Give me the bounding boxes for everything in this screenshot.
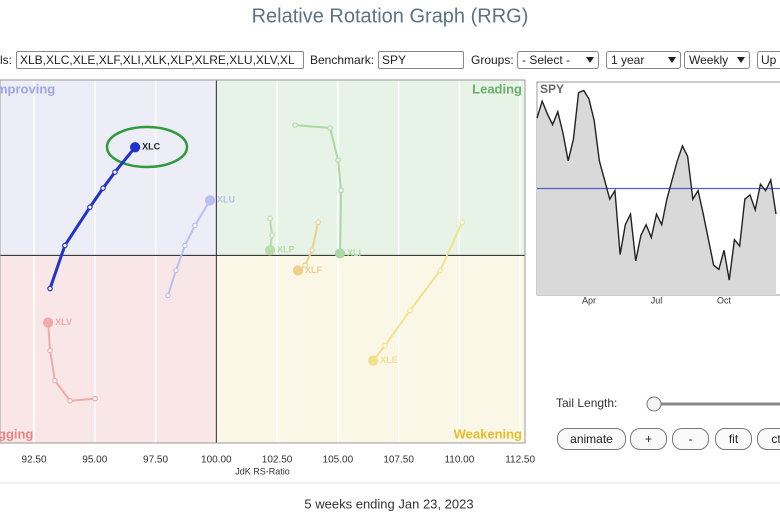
groups-select[interactable]: - Select - (517, 51, 599, 69)
footer: 5 weeks ending Jan 23, 2023 (304, 496, 473, 511)
quadrant-leading (216, 80, 525, 256)
tail-point (269, 232, 275, 239)
x-tick-label: Jul (651, 295, 663, 305)
tail-point (67, 398, 73, 404)
tail-point (338, 187, 344, 194)
series-label: XLI (347, 248, 361, 258)
tail-point (367, 355, 379, 366)
tail-line (48, 146, 137, 290)
series-label: XLU (217, 195, 235, 205)
tail-point (192, 222, 198, 229)
tail-point (182, 242, 188, 249)
x-tick-label: 112.50 (505, 455, 535, 466)
x-tick-label: 95.00 (82, 455, 107, 466)
quadrant-label: gging (0, 426, 33, 441)
benchmark-input[interactable]: SPY (378, 51, 464, 69)
series-label: XLC (142, 142, 161, 152)
tail-point (292, 265, 304, 276)
update-button[interactable]: Up (757, 51, 780, 69)
tail-point (100, 185, 106, 191)
control-button[interactable]: ctr (757, 428, 780, 450)
tail-point (43, 317, 54, 328)
plot-frame (0, 79, 526, 444)
x-axis-label: JdK RS-Ratio (235, 466, 290, 476)
chart-title: SPY (540, 82, 564, 96)
groups-label: Groups: (471, 53, 514, 67)
tail-point (204, 195, 216, 206)
tail-point (47, 285, 53, 292)
x-tick-label: 92.50 (22, 455, 47, 466)
x-tick-label: 105.00 (323, 455, 354, 466)
tail-point (62, 242, 68, 249)
tail-point (112, 169, 118, 175)
tail-length-label: Tail Length: (556, 396, 617, 410)
x-tick-label: 97.50 (143, 455, 168, 466)
page-title: Relative Rotation Graph (RRG) (252, 5, 529, 27)
benchmark-label: Benchmark: (310, 53, 375, 67)
tail-point (382, 342, 388, 349)
highlight-ring (105, 125, 189, 169)
quadrant-label: Leading (472, 81, 522, 96)
tail-point (334, 248, 346, 259)
tail-point (327, 125, 333, 131)
tail-point (302, 262, 308, 269)
symbols-input[interactable]: XLB,XLC,XLE,XLF,XLI,XLK,XLP,XLRE,XLU,XLV… (16, 51, 304, 69)
quadrant-label: mproving (0, 81, 55, 96)
control-button[interactable]: - (672, 428, 709, 450)
tail-point (459, 219, 465, 226)
tail-point (173, 267, 179, 274)
tail-point (165, 292, 171, 299)
slider-knob[interactable] (646, 396, 662, 412)
tail-point (52, 377, 58, 384)
series-label: XLP (277, 245, 295, 255)
spy-chart: Apr Jul Oct SPY (536, 81, 780, 305)
quadrant-lagging (0, 255, 217, 443)
x-tick-label: Oct (717, 295, 732, 305)
x-tick-label: 102.50 (262, 455, 293, 466)
period-select[interactable]: 1 year (606, 51, 681, 69)
control-button[interactable]: animate (557, 428, 626, 450)
quadrant-label: Weakening (454, 426, 522, 441)
tail-point (87, 204, 93, 210)
price-line (536, 89, 777, 281)
tail-point (92, 395, 98, 402)
series-label: XLV (55, 317, 72, 327)
x-tick-label: 100.00 (201, 455, 232, 466)
quadrant-weakening (216, 255, 525, 443)
x-tick-label: Apr (582, 295, 596, 305)
control-button[interactable]: + (630, 428, 667, 450)
tail-point (264, 245, 276, 256)
tail-point (309, 247, 315, 254)
series-label: XLF (305, 265, 323, 275)
control-button[interactable]: fit (715, 428, 752, 450)
frequency-select[interactable]: Weekly (684, 51, 750, 69)
tail-point (130, 142, 141, 153)
tail-point (267, 215, 273, 222)
tail-point (47, 347, 53, 354)
tail-point (437, 267, 443, 274)
x-tick-label: 107.50 (383, 455, 414, 466)
series-label: XLE (380, 355, 398, 365)
rrg-chart: 92.50 95.00 97.50 100.00 102.50 105.00 107.50 1… (0, 79, 535, 476)
tail-point (315, 219, 321, 226)
tail-point (335, 157, 341, 163)
x-tick-label: 110.00 (444, 455, 474, 466)
symbols-label: ls: (0, 53, 12, 67)
tail-point (407, 307, 413, 314)
tail-point (292, 122, 298, 128)
quadrant-improving (0, 80, 217, 256)
